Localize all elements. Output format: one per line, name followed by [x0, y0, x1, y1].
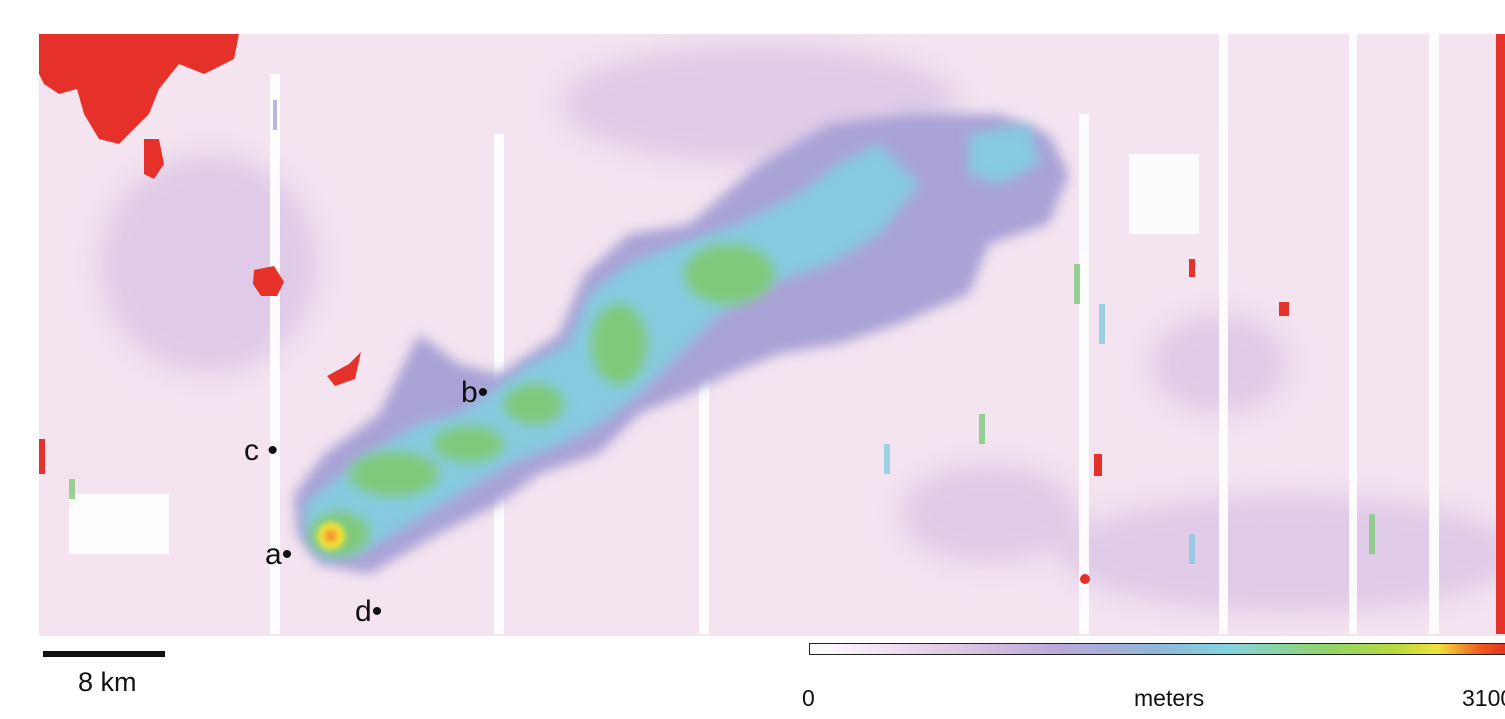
scale-bar [43, 651, 165, 657]
saturated-patches [39, 34, 1505, 634]
speckles [69, 100, 1375, 564]
colorbar-min-label: 0 [802, 685, 815, 711]
point-label-b: b• [461, 376, 489, 409]
point-label-d: d• [355, 595, 383, 628]
plume-peak [317, 522, 345, 550]
scale-bar-label: 8 km [78, 667, 137, 697]
plume-green [309, 244, 774, 556]
colorbar [809, 643, 1505, 655]
colorbar-unit-label: meters [1134, 685, 1205, 711]
point-label-a: a• [265, 538, 293, 571]
point-label-c: c • [244, 434, 278, 467]
colorbar-max-label: 3100 [1462, 685, 1505, 711]
heatmap-raster [39, 34, 1505, 636]
